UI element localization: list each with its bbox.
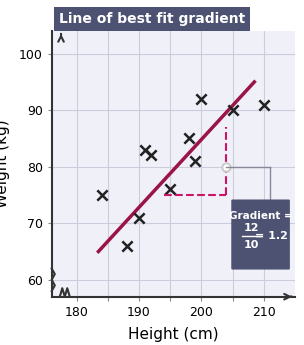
Text: 10: 10 <box>244 240 259 250</box>
Point <box>149 152 154 158</box>
Point <box>230 107 235 113</box>
Point <box>136 215 141 220</box>
Point <box>199 96 204 102</box>
Text: Gradient =: Gradient = <box>229 211 292 221</box>
Point <box>261 102 266 107</box>
Text: 12: 12 <box>244 223 259 233</box>
Text: = 1.2: = 1.2 <box>255 231 288 241</box>
Point <box>143 147 148 152</box>
Point <box>168 187 173 192</box>
Point <box>124 243 129 249</box>
Point <box>99 192 104 198</box>
FancyBboxPatch shape <box>231 199 290 269</box>
Point <box>186 136 191 141</box>
Text: Line of best fit gradient: Line of best fit gradient <box>59 12 245 26</box>
X-axis label: Height (cm): Height (cm) <box>128 327 219 342</box>
Point <box>193 158 198 164</box>
Y-axis label: Weight (kg): Weight (kg) <box>0 120 10 208</box>
